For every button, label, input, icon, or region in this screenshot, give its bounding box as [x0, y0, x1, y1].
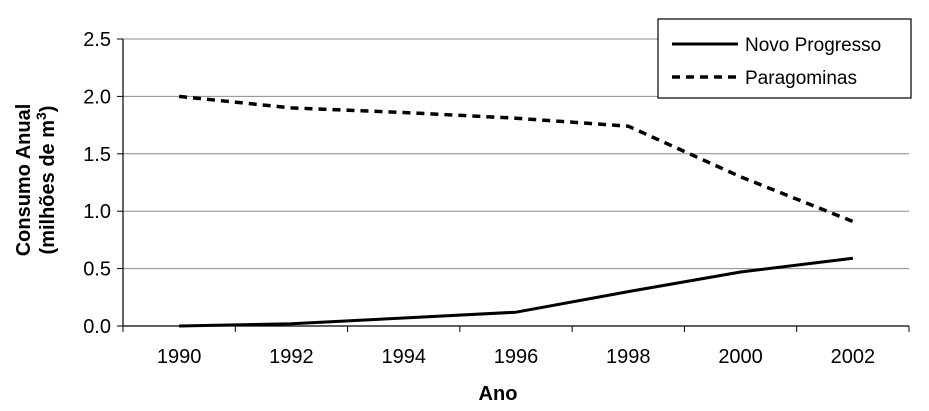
tick-labels: 0.0 0.5 1.0 1.5 2.0 2.5 1990 1992 1994 1996 1998 20…	[83, 29, 875, 368]
axes	[117, 38, 910, 332]
legend: Novo Progresso Paragominas	[657, 18, 912, 99]
series-line-novo-progresso	[179, 256, 854, 328]
y-tick-label-5: 2.5	[83, 29, 111, 51]
x-tick-label-1996: 1996	[494, 346, 539, 368]
x-tick-label-1998: 1998	[606, 346, 651, 368]
legend-label-novo-progresso: Novo Progresso	[745, 35, 881, 56]
legend-label-paragominas: Paragominas	[745, 68, 857, 89]
y-axis-title-line2: (milhões de m3)	[33, 106, 59, 255]
y-tick-label-1: 0.5	[83, 259, 111, 281]
series-lines	[178, 94, 854, 328]
x-tick-label-2000: 2000	[718, 346, 763, 368]
series-line-paragominas	[178, 94, 854, 224]
y-axis-title-line2-suffix: )	[37, 106, 59, 113]
x-tick-label-1992: 1992	[269, 346, 314, 368]
y-axis-title: Consumo Anual (milhões de m3)	[13, 104, 59, 257]
x-tick-label-1990: 1990	[157, 346, 202, 368]
x-axis-title: Ano	[479, 383, 518, 405]
y-axis-title-line2-prefix: (milhões de m	[37, 120, 59, 254]
y-tick-label-0: 0.0	[83, 316, 111, 338]
y-tick-label-2: 1.0	[83, 201, 111, 223]
legend-box	[657, 18, 912, 99]
x-tick-label-2002: 2002	[831, 346, 876, 368]
y-tick-label-4: 2.0	[83, 86, 111, 108]
y-axis-title-superscript: 3	[33, 112, 49, 120]
y-tick-label-3: 1.5	[83, 144, 111, 166]
y-axis-title-line1: Consumo Anual	[13, 104, 35, 257]
x-tick-label-1994: 1994	[381, 346, 426, 368]
